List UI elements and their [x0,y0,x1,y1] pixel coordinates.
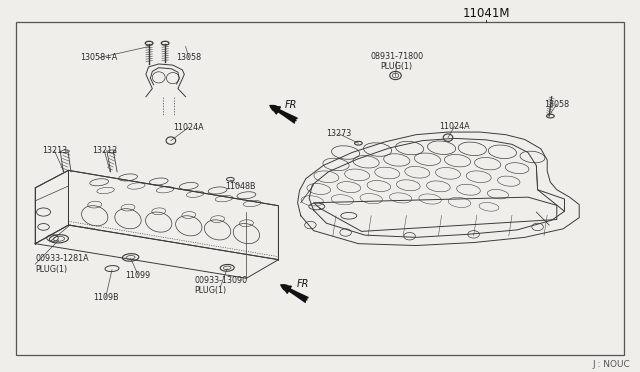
Text: 13273: 13273 [326,129,352,138]
Text: 11024A: 11024A [439,122,470,131]
Text: 11041M: 11041M [463,7,510,19]
Bar [16,22,624,355]
Text: 08931-71800
PLUG(1): 08931-71800 PLUG(1) [370,52,424,71]
Text: FR: FR [285,100,297,110]
Text: 00933-1281A
PLUG(1): 00933-1281A PLUG(1) [35,254,89,274]
Text: 13058: 13058 [544,100,570,109]
Text: FR: FR [296,279,308,289]
Text: 13213: 13213 [42,146,67,155]
Text: 13058+A: 13058+A [81,53,118,62]
Text: 1109B: 1109B [93,293,118,302]
Text: 00933-13090
PLUG(1): 00933-13090 PLUG(1) [194,276,248,295]
Text: 11099: 11099 [125,271,151,280]
Text: 13212: 13212 [92,146,117,155]
Text: 11024A: 11024A [173,123,204,132]
Text: 13058: 13058 [176,53,202,62]
Text: J : NOUC: J : NOUC [593,360,630,369]
Text: 11048B: 11048B [225,182,255,190]
